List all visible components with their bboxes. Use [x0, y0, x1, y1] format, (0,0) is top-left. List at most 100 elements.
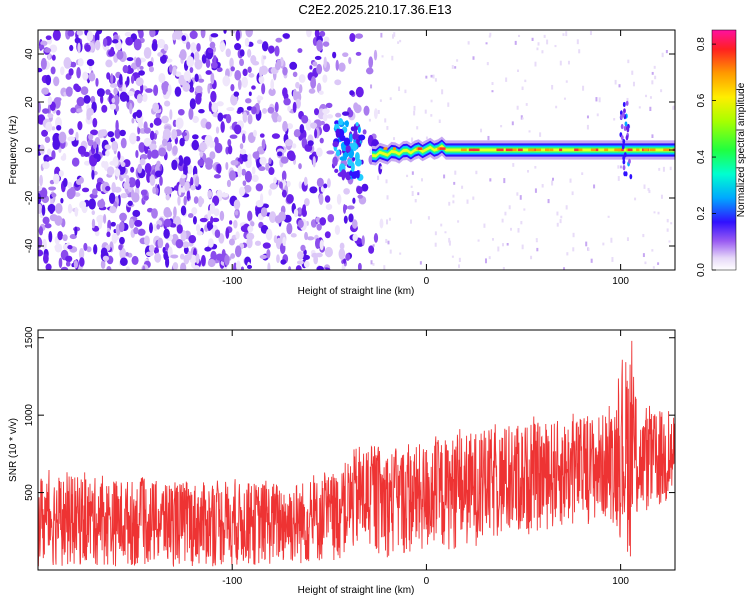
heatmap-cell: [60, 66, 65, 76]
heatmap-cell: [74, 192, 81, 197]
heatmap-cell: [502, 267, 505, 270]
heatmap-cell: [84, 44, 91, 52]
heatmap-cell: [140, 154, 148, 160]
heatmap-cell: [234, 245, 242, 258]
heatmap-cell: [414, 198, 417, 203]
heatmap-cell: [274, 61, 281, 71]
heatmap-cell: [91, 218, 96, 229]
heatmap-cell: [458, 257, 461, 263]
heatmap-cell: [512, 163, 515, 167]
heatmap-cell: [334, 168, 339, 174]
heatmap-cell: [622, 111, 625, 118]
heatmap-cell: [148, 244, 155, 253]
colorbar-tick-label: 0.6: [696, 93, 707, 107]
heatmap-cell: [105, 59, 113, 68]
heatmap-cell: [514, 40, 517, 45]
heatmap-cell: [106, 166, 115, 176]
heatmap-cell: [119, 236, 125, 245]
heatmap-cell: [452, 194, 455, 198]
heatmap-cell: [385, 179, 388, 184]
heatmap-cell: [572, 247, 575, 252]
heatmap-cell: [339, 134, 346, 142]
heatmap-cell: [119, 257, 128, 267]
heatmap-cell: [103, 213, 107, 224]
heatmap-cell: [56, 124, 62, 131]
heatmap-cell: [81, 187, 90, 193]
heatmap-cell: [421, 178, 424, 182]
heatmap-cell: [148, 222, 153, 234]
heatmap-cell: [398, 86, 401, 91]
heatmap-cell: [258, 166, 266, 172]
snr-frame: [37, 329, 676, 571]
heatmap-cell: [120, 193, 128, 199]
heatmap-cell: [119, 129, 126, 137]
heatmap-cell: [95, 77, 99, 87]
colorbar-tick-label: 0.8: [696, 37, 707, 51]
heatmap-cell: [237, 79, 242, 91]
heatmap-cell: [76, 96, 85, 107]
heatmap-cell: [230, 66, 235, 72]
heatmap-cell: [183, 246, 189, 255]
heatmap-cell: [250, 221, 255, 227]
heatmap-cell: [457, 220, 460, 223]
heatmap-cell: [352, 157, 356, 162]
colorbar-axis: 0.0 0.2 0.4 0.6 0.8: [696, 37, 716, 277]
heatmap-y-tick-label: 0: [24, 147, 35, 153]
heatmap-cell: [194, 51, 200, 62]
heatmap-cell: [319, 137, 324, 144]
heatmap-cell: [617, 176, 620, 181]
heatmap-cell: [181, 35, 187, 42]
heatmap-cell: [234, 210, 239, 216]
heatmap-cell: [626, 97, 629, 102]
heatmap-cell: [268, 88, 276, 97]
heatmap-cell: [349, 90, 355, 96]
heatmap-cell: [440, 223, 443, 227]
heatmap-cell: [614, 79, 617, 85]
heatmap-cell: [111, 232, 118, 244]
heatmap-cell: [397, 41, 400, 44]
heatmap-cell: [316, 265, 324, 270]
heatmap-cell: [179, 137, 185, 147]
heatmap-cell: [486, 62, 489, 66]
heatmap-cell: [117, 151, 121, 161]
heatmap-cell: [611, 257, 614, 262]
heatmap-cell: [143, 127, 151, 134]
heatmap-cell: [283, 97, 291, 106]
heatmap-cell: [323, 36, 330, 44]
heatmap-cell: [308, 88, 316, 94]
heatmap-cell: [338, 248, 346, 260]
heatmap-cell: [565, 205, 568, 210]
heatmap-cell: [246, 106, 253, 111]
heatmap-cell: [276, 254, 280, 264]
heatmap-cell: [115, 104, 120, 112]
heatmap-cell: [448, 201, 451, 206]
snr-y-tick-label: 500: [24, 484, 35, 501]
heatmap-cell: [218, 233, 225, 244]
heatmap-hotspot: [627, 148, 633, 152]
heatmap-cell: [288, 266, 292, 270]
heatmap-cell: [259, 254, 268, 260]
heatmap-cell: [319, 239, 324, 251]
heatmap-cell: [70, 61, 77, 68]
heatmap-cell: [247, 153, 252, 163]
heatmap-cell: [136, 93, 143, 104]
heatmap-cell: [190, 176, 194, 187]
heatmap-cell: [214, 229, 221, 239]
heatmap-cell: [38, 193, 42, 205]
heatmap-cell: [38, 185, 43, 191]
heatmap-cell: [430, 114, 433, 117]
heatmap-cell: [230, 159, 239, 166]
heatmap-cell: [325, 102, 333, 109]
heatmap-cell: [65, 86, 73, 97]
heatmap-cell: [332, 141, 339, 148]
heatmap-cell: [172, 66, 177, 77]
heatmap-cell: [352, 233, 358, 242]
heatmap-cell: [381, 55, 384, 58]
heatmap-cell: [525, 103, 528, 106]
heatmap-cell: [406, 174, 409, 178]
heatmap-hotspot: [439, 147, 446, 150]
heatmap-cell: [316, 82, 322, 94]
heatmap-cell: [225, 114, 232, 124]
heatmap-cell: [472, 56, 475, 60]
heatmap-cell: [318, 90, 324, 95]
